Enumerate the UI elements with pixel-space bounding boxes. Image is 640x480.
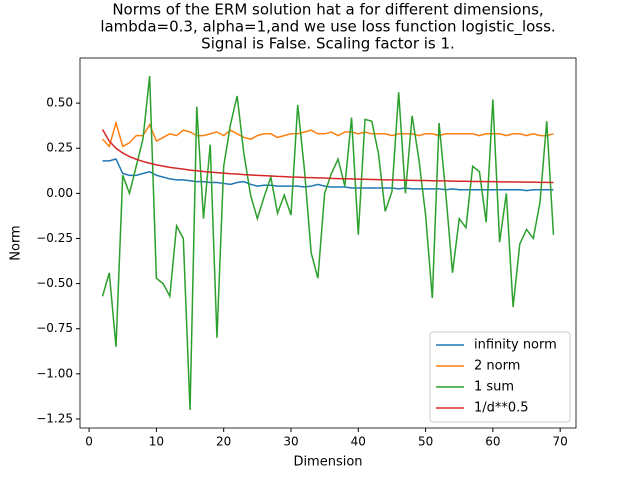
y-axis-label: Norm	[9, 225, 24, 260]
x-tick-label: 30	[283, 435, 298, 449]
y-tick-label: −0.75	[36, 321, 73, 335]
chart-title: Norms of the ERM solution hat a for diff…	[112, 1, 543, 19]
legend-box	[429, 331, 571, 423]
x-tick-label: 10	[149, 435, 164, 449]
y-tick-label: 0.25	[46, 141, 73, 155]
legend-label: 2 norm	[474, 359, 520, 374]
x-axis-label: Dimension	[293, 455, 362, 470]
plot-frame	[79, 57, 577, 429]
x-tick-label: 20	[216, 435, 231, 449]
x-tick-label: 50	[418, 435, 433, 449]
chart-title: Signal is False. Scaling factor is 1.	[201, 35, 455, 53]
legend-label: 1/d**0.5	[474, 401, 529, 416]
y-tick-label: −0.50	[36, 276, 73, 290]
x-tick-label: 70	[553, 435, 568, 449]
x-tick-label: 0	[85, 435, 93, 449]
x-tick-label: 60	[485, 435, 500, 449]
line-series	[101, 129, 554, 184]
line-series	[102, 158, 554, 192]
y-tick-label: 0.00	[46, 186, 73, 200]
y-tick-label: −0.25	[36, 231, 73, 245]
y-tick-label: −1.25	[36, 411, 73, 425]
legend-label: 1 sum	[474, 380, 514, 395]
x-tick-label: 40	[351, 435, 366, 449]
y-tick-label: 0.50	[46, 96, 73, 110]
chart-title: lambda=0.3, alpha=1,and we use loss func…	[100, 18, 555, 37]
y-tick-label: −1.00	[36, 366, 73, 380]
legend-label: infinity norm	[474, 338, 557, 353]
line-series	[101, 120, 554, 148]
line-series	[101, 75, 555, 410]
